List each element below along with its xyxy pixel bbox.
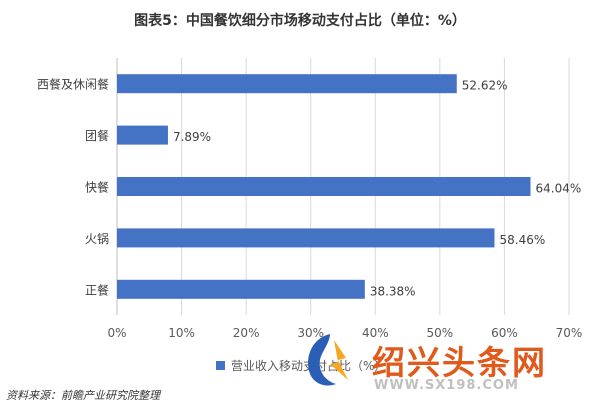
x-tick-label: 70% bbox=[556, 326, 583, 340]
data-label: 58.46% bbox=[499, 233, 545, 247]
category-label: 西餐及休闲餐 bbox=[37, 77, 109, 92]
x-tick-label: 60% bbox=[491, 326, 518, 340]
watermark-logo-icon bbox=[308, 334, 348, 386]
watermark-url: WWW.SX198.COM bbox=[374, 378, 519, 393]
data-label: 64.04% bbox=[536, 182, 582, 196]
category-label: 快餐 bbox=[85, 180, 109, 195]
legend-swatch bbox=[216, 361, 225, 370]
x-tick-label: 0% bbox=[107, 326, 126, 340]
bar bbox=[117, 228, 495, 248]
watermark-brand: 绍兴头条网 bbox=[372, 343, 547, 382]
x-tick-label: 30% bbox=[297, 326, 324, 340]
category-label: 火锅 bbox=[85, 231, 109, 246]
x-tick-label: 20% bbox=[233, 326, 260, 340]
x-tick-label: 50% bbox=[427, 326, 454, 340]
bar bbox=[117, 125, 168, 145]
bar bbox=[117, 177, 531, 196]
category-label: 正餐 bbox=[85, 282, 109, 297]
bar bbox=[117, 74, 457, 94]
data-label: 38.38% bbox=[370, 284, 416, 298]
bar bbox=[117, 279, 365, 299]
category-label: 团餐 bbox=[85, 128, 109, 143]
source-note: 资料来源：前瞻产业研究院整理 bbox=[6, 389, 160, 402]
data-label: 7.89% bbox=[173, 130, 211, 144]
data-label: 52.62% bbox=[462, 79, 508, 93]
x-tick-label: 40% bbox=[362, 326, 389, 340]
chart-title: 图表5：中国餐饮细分市场移动支付占比（单位：%） bbox=[134, 13, 466, 29]
x-tick-label: 10% bbox=[168, 326, 195, 340]
